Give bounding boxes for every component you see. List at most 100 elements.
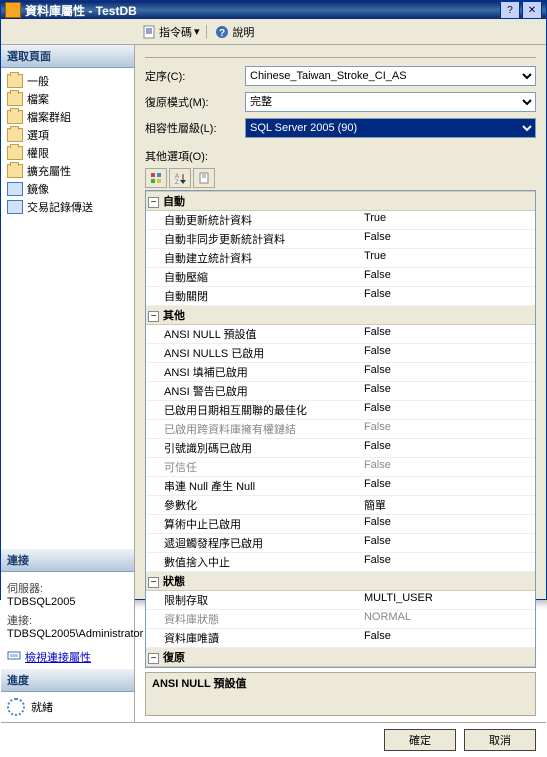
sidebar-item[interactable]: 擴充屬性 [3,162,132,180]
close-button[interactable]: ✕ [522,1,542,19]
property-value[interactable]: False [360,268,535,287]
collation-select[interactable]: Chinese_Taiwan_Stroke_CI_AS [245,66,536,86]
folder-icon [7,92,23,106]
properties-button[interactable] [193,168,215,188]
property-value[interactable]: False [360,515,535,534]
property-value[interactable]: False [360,325,535,344]
property-value[interactable]: False [360,553,535,572]
sidebar-item[interactable]: 權限 [3,144,132,162]
property-value[interactable]: False [360,230,535,249]
property-row[interactable]: 引號識別碼已啟用False [146,439,535,458]
nav-header: 選取頁面 [1,45,134,68]
group-header[interactable]: −復原 [146,648,535,667]
property-row[interactable]: 數值捨入中止False [146,553,535,572]
help-toolbar-button[interactable]: ? 說明 [214,24,254,40]
svg-text:?: ? [219,28,225,39]
sidebar-item-label: 一般 [27,73,49,89]
property-value[interactable]: False [360,534,535,553]
sidebar-item[interactable]: 一般 [3,72,132,90]
ok-button[interactable]: 確定 [384,729,456,751]
folder-icon [7,164,23,178]
other-options-label: 其他選項(O): [145,148,536,164]
property-name: 自動更新統計資料 [146,211,360,230]
sidebar-item[interactable]: 交易記錄傳送 [3,198,132,216]
server-value: TDBSQL2005 [7,596,128,608]
sidebar-item[interactable]: 檔案群組 [3,108,132,126]
property-row[interactable]: 自動更新統計資料True [146,211,535,230]
sidebar-item[interactable]: 選項 [3,126,132,144]
property-name: 資料庫狀態 [146,610,360,629]
collapse-icon[interactable]: − [148,653,159,664]
property-row[interactable]: 遞迴觸發程序已啟用False [146,534,535,553]
property-value[interactable]: False [360,458,535,477]
property-name: 自動建立統計資料 [146,249,360,268]
help-icon: ? [214,24,230,40]
property-row[interactable]: 自動壓縮False [146,268,535,287]
property-value[interactable]: False [360,344,535,363]
connection-icon [7,648,21,665]
help-button[interactable]: ? [500,1,520,19]
cancel-button[interactable]: 取消 [464,729,536,751]
compat-select[interactable]: SQL Server 2005 (90) [245,118,536,138]
group-header[interactable]: −自動 [146,192,535,211]
property-value[interactable]: False [360,382,535,401]
property-row[interactable]: 已啟用日期相互關聯的最佳化False [146,401,535,420]
property-grid[interactable]: −自動自動更新統計資料True自動非同步更新統計資料False自動建立統計資料T… [145,190,536,668]
property-row[interactable]: 限制存取MULTI_USER [146,591,535,610]
group-header[interactable]: −其他 [146,306,535,325]
right-pane: 定序(C): Chinese_Taiwan_Stroke_CI_AS 復原模式(… [135,45,546,722]
sidebar-item[interactable]: 檔案 [3,90,132,108]
sort-button[interactable]: AZ [169,168,191,188]
collapse-icon[interactable]: − [148,577,159,588]
property-row[interactable]: 可信任False [146,458,535,477]
collapse-icon[interactable]: − [148,311,159,322]
property-row[interactable]: ANSI NULL 預設值False [146,325,535,344]
property-value[interactable]: 簡單 [360,496,535,515]
titlebar[interactable]: 資料庫屬性 - TestDB ? ✕ [1,1,546,19]
group-header[interactable]: −狀態 [146,572,535,591]
view-connection-link[interactable]: 檢視連接屬性 [7,648,128,665]
property-row[interactable]: 自動非同步更新統計資料False [146,230,535,249]
property-row[interactable]: ANSI 填補已啟用False [146,363,535,382]
divider [145,57,536,58]
property-row[interactable]: ANSI 警告已啟用False [146,382,535,401]
property-name: 自動壓縮 [146,268,360,287]
property-value[interactable]: True [360,249,535,268]
property-row[interactable]: 串連 Null 產生 NullFalse [146,477,535,496]
property-name: 串連 Null 產生 Null [146,477,360,496]
property-name: 已啟用日期相互關聯的最佳化 [146,401,360,420]
property-value[interactable]: False [360,420,535,439]
folder-icon [7,146,23,160]
property-value[interactable]: False [360,363,535,382]
property-row[interactable]: 自動建立統計資料True [146,249,535,268]
property-value[interactable]: False [360,629,535,648]
connection-header: 連接 [1,549,134,572]
property-value[interactable]: NORMAL [360,610,535,629]
property-name: 限制存取 [146,591,360,610]
folder-icon [7,128,23,142]
property-value[interactable]: False [360,287,535,306]
property-value[interactable]: False [360,439,535,458]
collation-label: 定序(C): [145,68,245,84]
recovery-select[interactable]: 完整 [245,92,536,112]
sidebar-item-label: 檔案 [27,91,49,107]
property-value[interactable]: False [360,477,535,496]
property-row[interactable]: 資料庫唯讀False [146,629,535,648]
property-row[interactable]: 資料庫狀態NORMAL [146,610,535,629]
property-row[interactable]: ANSI NULLS 已啟用False [146,344,535,363]
property-value[interactable]: MULTI_USER [360,591,535,610]
property-row[interactable]: 算術中止已啟用False [146,515,535,534]
property-row[interactable]: 自動關閉False [146,287,535,306]
collapse-icon[interactable]: − [148,197,159,208]
property-row[interactable]: 已啟用跨資料庫擁有權鏈結False [146,420,535,439]
property-value[interactable]: True [360,211,535,230]
property-value[interactable]: False [360,401,535,420]
dropdown-arrow-icon: ▾ [194,25,200,38]
categorize-button[interactable] [145,168,167,188]
property-name: ANSI NULL 預設值 [146,325,360,344]
sidebar-item[interactable]: 鏡像 [3,180,132,198]
script-dropdown[interactable]: 指令碼 ▾ [141,24,200,40]
sidebar-item-label: 擴充屬性 [27,163,71,179]
folder-icon [7,110,23,124]
property-row[interactable]: 參數化簡單 [146,496,535,515]
